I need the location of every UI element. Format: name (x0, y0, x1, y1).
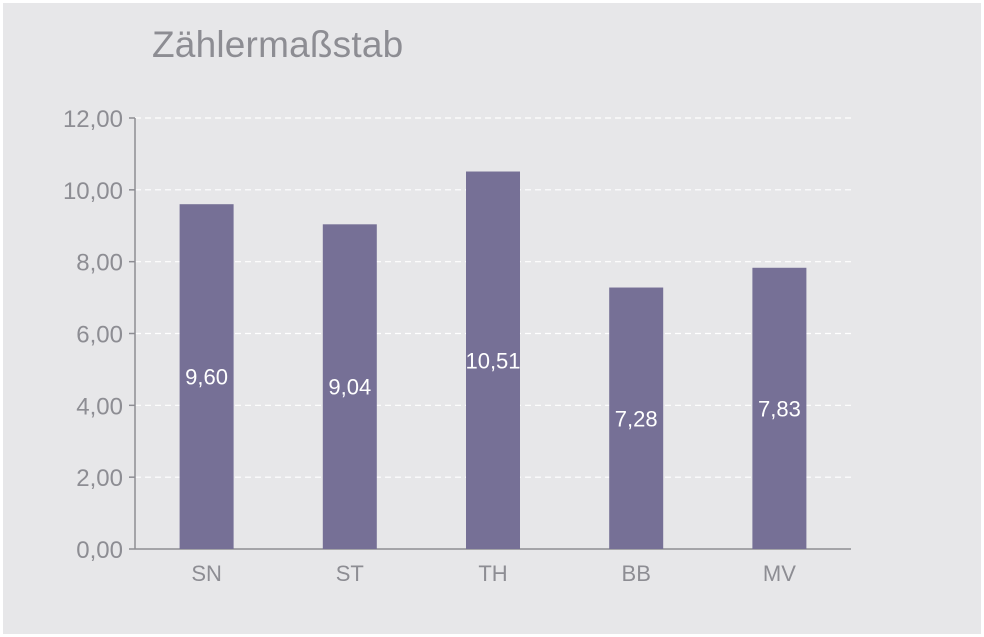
bar-st (322, 224, 377, 549)
y-tick-label: 12,00 (63, 106, 123, 133)
y-tick-label: 4,00 (76, 393, 123, 420)
y-tick-label: 8,00 (76, 250, 123, 277)
x-tick-label-th: TH (478, 561, 507, 586)
y-tick-label: 10,00 (63, 178, 123, 205)
y-tick-label: 0,00 (76, 537, 123, 564)
data-label-st: 9,04 (328, 375, 371, 400)
data-label-th: 10,51 (465, 348, 520, 373)
bar-sn (179, 204, 234, 549)
chart-title: Zählermaßstab (152, 24, 404, 65)
x-tick-label-st: ST (336, 561, 364, 586)
x-tick-label-bb: BB (622, 561, 651, 586)
bar-th (466, 171, 520, 549)
data-label-sn: 9,60 (185, 365, 228, 390)
y-tick-label: 6,00 (76, 322, 123, 349)
labels: 0,00 2,00 4,00 6,00 8,00 10,00 12,00 9,60 SN 9,04… (63, 106, 801, 586)
y-tick-label: 2,00 (76, 465, 123, 492)
bar-bb (609, 287, 664, 549)
x-tick-label-sn: SN (191, 561, 222, 586)
x-tick-label-mv: MV (763, 561, 796, 586)
data-label-mv: 7,83 (758, 396, 801, 421)
data-label-bb: 7,28 (615, 406, 658, 431)
bar-mv (752, 267, 807, 549)
bars (179, 171, 807, 549)
